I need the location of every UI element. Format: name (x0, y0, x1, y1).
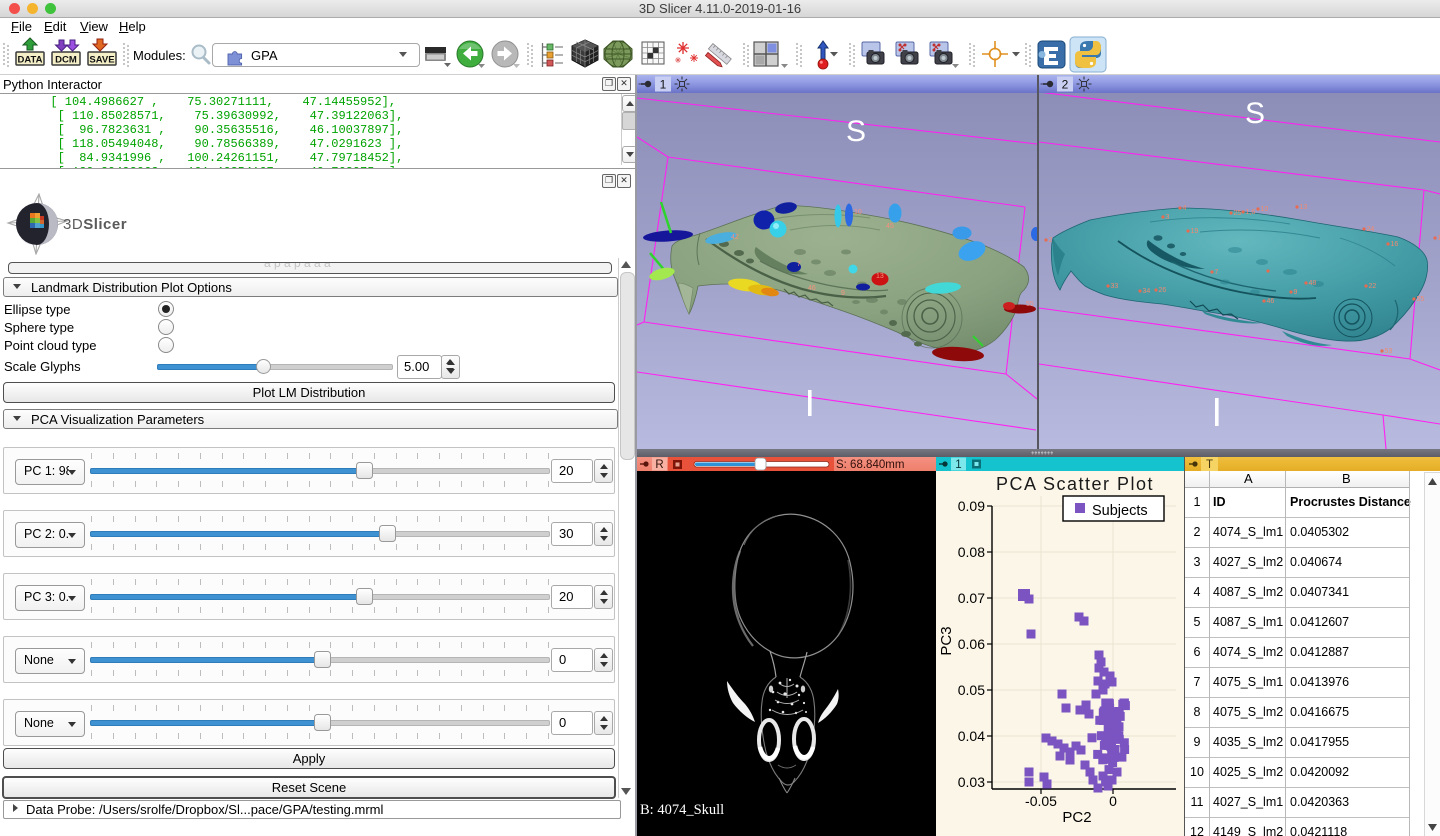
svg-text:9: 9 (1294, 289, 1298, 296)
svg-text:B: 4074_Skull: B: 4074_Skull (640, 802, 724, 818)
svg-text:33: 33 (1111, 283, 1119, 290)
svg-text:2: 2 (1062, 78, 1069, 92)
svg-text:25: 25 (1234, 210, 1242, 217)
svg-text:DCM: DCM (55, 55, 77, 66)
svg-text:-0.05: -0.05 (1025, 793, 1057, 809)
svg-text:2: 2 (1049, 237, 1053, 244)
svg-text:0.04: 0.04 (958, 728, 985, 744)
svg-text:1: 1 (660, 78, 667, 92)
svg-text:46: 46 (808, 285, 816, 292)
svg-text:PC3: PC3 (938, 626, 955, 655)
svg-text:0.06: 0.06 (958, 636, 985, 652)
svg-text:24: 24 (1367, 226, 1375, 233)
svg-text:46: 46 (1267, 298, 1275, 305)
svg-text:3DSlicer: 3DSlicer (63, 216, 127, 233)
svg-text:10: 10 (854, 209, 862, 216)
svg-text:4: 4 (1183, 205, 1187, 212)
svg-text:1,6: 1,6 (1246, 209, 1256, 216)
svg-text:26: 26 (1159, 287, 1167, 294)
svg-text:16: 16 (1391, 241, 1399, 248)
svg-text:0.09: 0.09 (958, 498, 985, 514)
svg-text:13: 13 (876, 273, 884, 280)
svg-text:34: 34 (1143, 288, 1151, 295)
svg-text:42: 42 (731, 234, 739, 241)
svg-text:1: 1 (955, 459, 961, 471)
svg-text:7: 7 (797, 261, 801, 268)
svg-text:0.07: 0.07 (958, 590, 985, 606)
svg-text:S: S (846, 115, 866, 148)
svg-text:55: 55 (1026, 301, 1034, 308)
svg-text:0.08: 0.08 (958, 544, 985, 560)
svg-text:S: 68.840mm: S: 68.840mm (836, 459, 904, 471)
svg-text:R: R (655, 459, 663, 471)
svg-text:10: 10 (1261, 206, 1269, 213)
svg-text:DATA: DATA (18, 55, 43, 66)
svg-text:22: 22 (1369, 283, 1377, 290)
svg-text:0: 0 (1109, 793, 1117, 809)
svg-text:9: 9 (841, 290, 845, 297)
svg-text:18: 18 (1438, 235, 1440, 242)
svg-text:13: 13 (1300, 204, 1308, 211)
svg-text:3: 3 (1166, 214, 1170, 221)
svg-text:0.05: 0.05 (958, 682, 985, 698)
svg-text:Subjects: Subjects (1092, 503, 1148, 519)
svg-text:48: 48 (1309, 280, 1317, 287)
svg-text:7: 7 (1215, 269, 1219, 276)
svg-text:45: 45 (886, 223, 894, 230)
svg-text:SAVE: SAVE (89, 55, 114, 66)
svg-text:53: 53 (1385, 348, 1393, 355)
svg-text:T: T (1206, 459, 1213, 471)
svg-text:0.03: 0.03 (958, 774, 985, 790)
svg-text:PCA Scatter Plot: PCA Scatter Plot (996, 474, 1154, 494)
svg-text:55: 55 (1417, 296, 1425, 303)
svg-text:19: 19 (1191, 228, 1199, 235)
svg-text:S: S (1245, 97, 1265, 130)
svg-text:PC2: PC2 (1062, 809, 1091, 826)
